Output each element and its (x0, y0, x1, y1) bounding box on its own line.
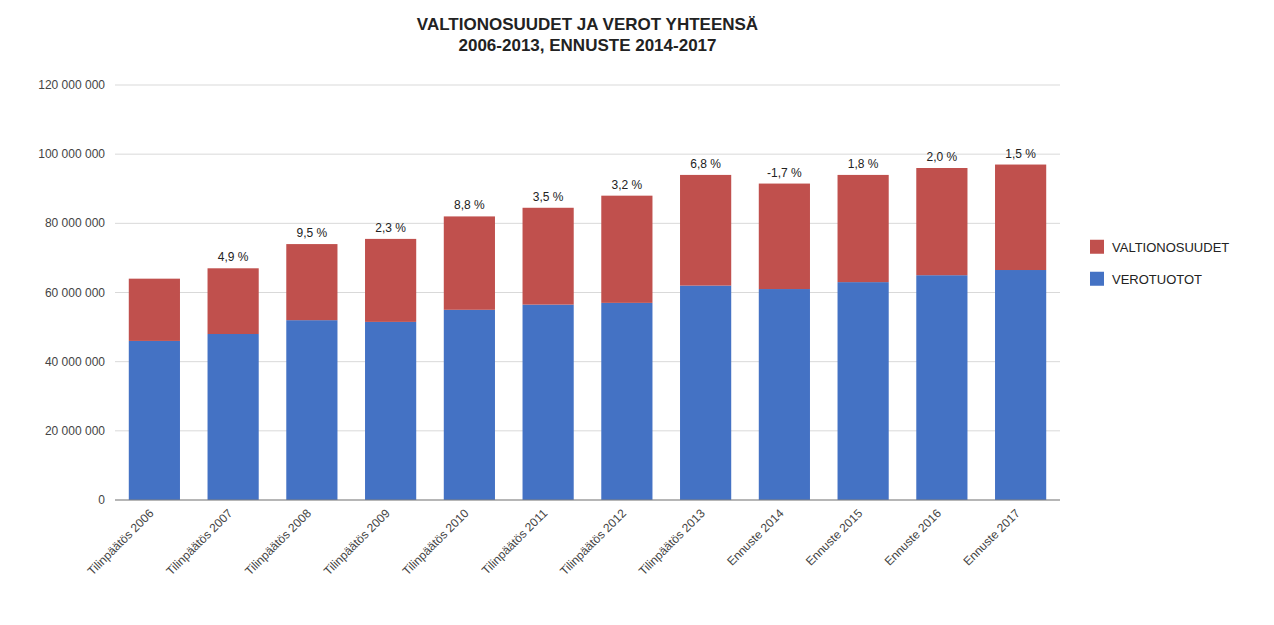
bar-segment (523, 208, 574, 305)
bar-segment (523, 305, 574, 500)
x-tick-label: Tilinpäätös 2008 (242, 506, 314, 578)
x-tick-label: Ennuste 2014 (724, 506, 787, 569)
annotation: 4,9 % (218, 250, 249, 264)
bar-segment (286, 320, 337, 500)
legend-swatch (1090, 272, 1104, 286)
legend-label: VALTIONOSUUDET (1112, 240, 1229, 255)
bar-segment (916, 275, 967, 500)
bar-segment (444, 310, 495, 500)
x-axis: Tilinpäätös 2006Tilinpäätös 2007Tilinpää… (85, 506, 1023, 578)
bar-segment (680, 286, 731, 500)
x-tick-label: Tilinpäätös 2007 (163, 506, 235, 578)
grid (115, 85, 1060, 500)
annotation: 9,5 % (297, 226, 328, 240)
x-tick-label: Ennuste 2016 (882, 506, 945, 569)
bar-segment (838, 175, 889, 282)
bar-segment (601, 303, 652, 500)
bar-segment (916, 168, 967, 275)
bars (129, 165, 1046, 500)
x-tick-label: Ennuste 2015 (803, 506, 866, 569)
bar-segment (995, 270, 1046, 500)
x-tick-label: Tilinpäätös 2011 (479, 506, 550, 577)
annotation: 6,8 % (690, 157, 721, 171)
chart-container: VALTIONOSUUDET JA VEROT YHTEENSÄ2006-201… (0, 0, 1274, 625)
grid-line (115, 85, 1060, 86)
annotation: 2,0 % (927, 150, 958, 164)
y-tick-label: 0 (98, 493, 105, 507)
annotation: 3,5 % (533, 190, 564, 204)
bar-segment (208, 268, 259, 334)
grid-line (115, 154, 1060, 155)
bar-segment (601, 196, 652, 303)
bar-segment (365, 322, 416, 500)
y-tick-label: 40 000 000 (45, 355, 105, 369)
bar-segment (444, 216, 495, 309)
title: VALTIONOSUUDET JA VEROT YHTEENSÄ2006-201… (417, 15, 758, 55)
annotation: 8,8 % (454, 198, 485, 212)
bar-segment (365, 239, 416, 322)
x-axis-line (115, 500, 1060, 501)
bar-segment (995, 165, 1046, 270)
bar-segment (286, 244, 337, 320)
annotation: 3,2 % (612, 178, 643, 192)
y-tick-label: 120 000 000 (38, 78, 105, 92)
bar-segment (208, 334, 259, 500)
bar-segment (759, 289, 810, 500)
y-tick-label: 60 000 000 (45, 286, 105, 300)
bar-segment (759, 184, 810, 289)
x-tick-label: Tilinpäätös 2010 (400, 506, 472, 578)
bar-segment (129, 279, 180, 341)
annotations: 4,9 % 9,5 % 2,3 % 8,8 % 3,5 % 3,2 % 6,8 % -1,7 … (218, 147, 1037, 265)
x-tick-label: Tilinpäätös 2009 (321, 506, 393, 578)
legend-label: VEROTUOTOT (1112, 272, 1202, 287)
x-tick-label: Tilinpäätös 2012 (557, 506, 629, 578)
y-tick-label: 80 000 000 (45, 216, 105, 230)
bar-segment (129, 341, 180, 500)
y-axis: 0 20 000 000 40 000 000 60 000 000 80 000 00… (38, 78, 105, 507)
x-tick-label: Tilinpäätös 2013 (636, 506, 708, 578)
annotation: 2,3 % (375, 221, 406, 235)
legend: VALTIONOSUUDET VEROTUOTOT (1090, 240, 1229, 287)
y-tick-label: 100 000 000 (38, 147, 105, 161)
y-tick-label: 20 000 000 (45, 424, 105, 438)
x-tick-label: Tilinpäätös 2006 (85, 506, 157, 578)
annotation: 1,5 % (1005, 147, 1036, 161)
annotation: -1,7 % (767, 166, 802, 180)
legend-swatch (1090, 240, 1104, 254)
background (0, 0, 1274, 625)
bar-segment (838, 282, 889, 500)
bar-segment (680, 175, 731, 286)
x-tick-label: Ennuste 2017 (960, 506, 1023, 569)
grid-line (115, 500, 1060, 501)
chart-svg: VALTIONOSUUDET JA VEROT YHTEENSÄ2006-201… (0, 0, 1274, 625)
annotation: 1,8 % (848, 157, 879, 171)
